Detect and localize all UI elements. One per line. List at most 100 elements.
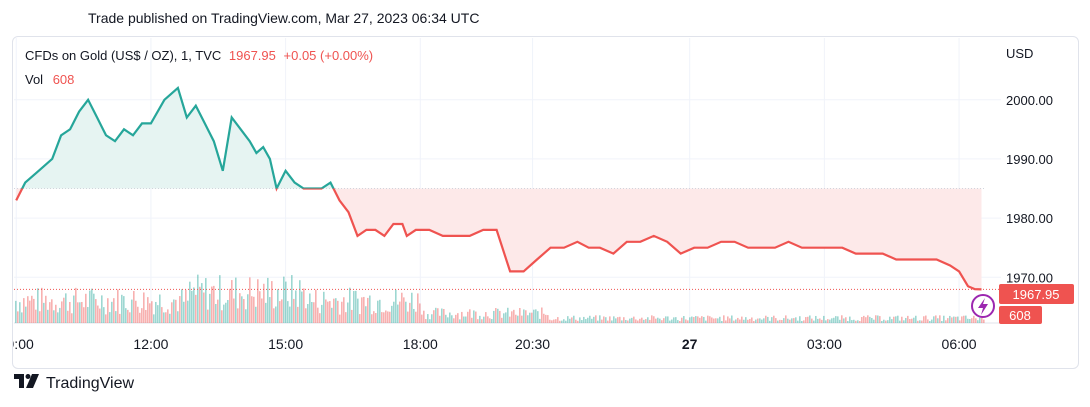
volume-bar [439,315,441,323]
volume-bar [835,316,837,323]
x-tick-label: 09:00 [13,336,34,352]
volume-bar [865,317,867,323]
volume-bar [431,314,433,323]
volume-bar [949,315,951,323]
volume-bar [841,315,843,323]
volume-bar [601,319,603,323]
volume-bar [105,314,107,323]
volume-bar [231,280,233,323]
volume-bar [425,319,427,323]
volume-bar [981,317,983,323]
volume-bar [667,316,669,323]
footer-brand-text: TradingView [46,374,135,392]
volume-bar [25,306,27,323]
volume-bar [903,320,905,323]
volume-bar [495,308,497,323]
volume-bar [341,301,343,323]
volume-bar [285,281,287,323]
volume-bar [649,319,651,323]
volume-legend: Vol 608 [25,72,74,87]
x-tick-label: 18:00 [403,336,438,352]
volume-bar [343,297,345,323]
volume-bar [523,309,525,323]
volume-bar [969,319,971,323]
volume-bar [867,315,869,323]
y-tick-label: 1970.00 [1006,270,1053,285]
volume-bar [199,286,201,323]
volume-bar [935,315,937,323]
volume-bar [883,319,885,323]
lightning-bolt-icon [978,298,988,315]
volume-bar [789,319,791,323]
volume-bar [117,289,119,323]
volume-bar [511,311,513,323]
volume-bar [559,320,561,323]
volume-bar [353,291,355,323]
volume-bar [437,308,439,323]
volume-bar [223,304,225,323]
volume-bar [821,319,823,323]
volume-bar [81,301,83,323]
footer-brand[interactable]: TradingView [14,374,134,393]
volume-bar [331,307,333,323]
volume-bar [187,300,189,323]
volume-bar [293,298,295,323]
volume-bar [113,298,115,323]
volume-bar [631,317,633,323]
volume-bar [801,321,803,323]
volume-bar [209,293,211,323]
price-chart[interactable]: USD 2000.00 1990.00 1980.00 1970.00 09:00 12:0… [13,37,1078,368]
volume-bar [561,320,563,323]
x-tick-label: 03:00 [807,336,842,352]
x-tick-label: 06:00 [942,336,977,352]
volume-bar [705,320,707,323]
volume-bar [33,298,35,323]
volume-bar [135,300,137,323]
volume-bar [19,302,21,323]
volume-bar [925,315,927,323]
volume-bar [957,316,959,323]
volume-bar [907,315,909,323]
volume-bar [927,319,929,323]
volume-label[interactable]: Vol [25,72,44,87]
volume-bar [487,316,489,323]
volume-bar [193,287,195,323]
volume-bar [21,312,23,323]
volume-bar [249,277,251,323]
volume-bar [669,320,671,323]
volume-bar [89,290,91,323]
volume-bar [891,319,893,323]
volume-bar [315,289,317,323]
volume-bar [309,293,311,323]
volume-bar [107,298,109,323]
volume-bar [579,317,581,323]
volume-bar [839,319,841,323]
volume-bar [321,304,323,323]
volume-bar [355,290,357,323]
volume-bar [795,317,797,323]
volume-bar [201,283,203,323]
volume-bar [237,308,239,323]
volume-bar [677,320,679,323]
volume-bar [39,311,41,323]
volume-bar [895,316,897,323]
volume-bar [275,306,277,323]
volume-value: 608 [52,72,75,87]
volume-bar [853,319,855,323]
volume-bar [709,316,711,323]
volume-bar [521,315,523,323]
volume-bar [751,317,753,323]
volume-bar [671,319,673,323]
volume-bar [283,276,285,323]
volume-bar [171,302,173,323]
volume-bar [169,313,171,323]
volume-bar [549,319,551,323]
area-above-baseline [22,87,334,189]
volume-bar [873,319,875,323]
volume-bar [385,310,387,323]
legend-symbol[interactable]: CFDs on Gold (US$ / OZ), 1, TVC [25,48,222,63]
volume-bar [119,313,121,323]
volume-bar [609,316,611,323]
volume-bar [673,317,675,323]
volume-bar [255,306,257,323]
